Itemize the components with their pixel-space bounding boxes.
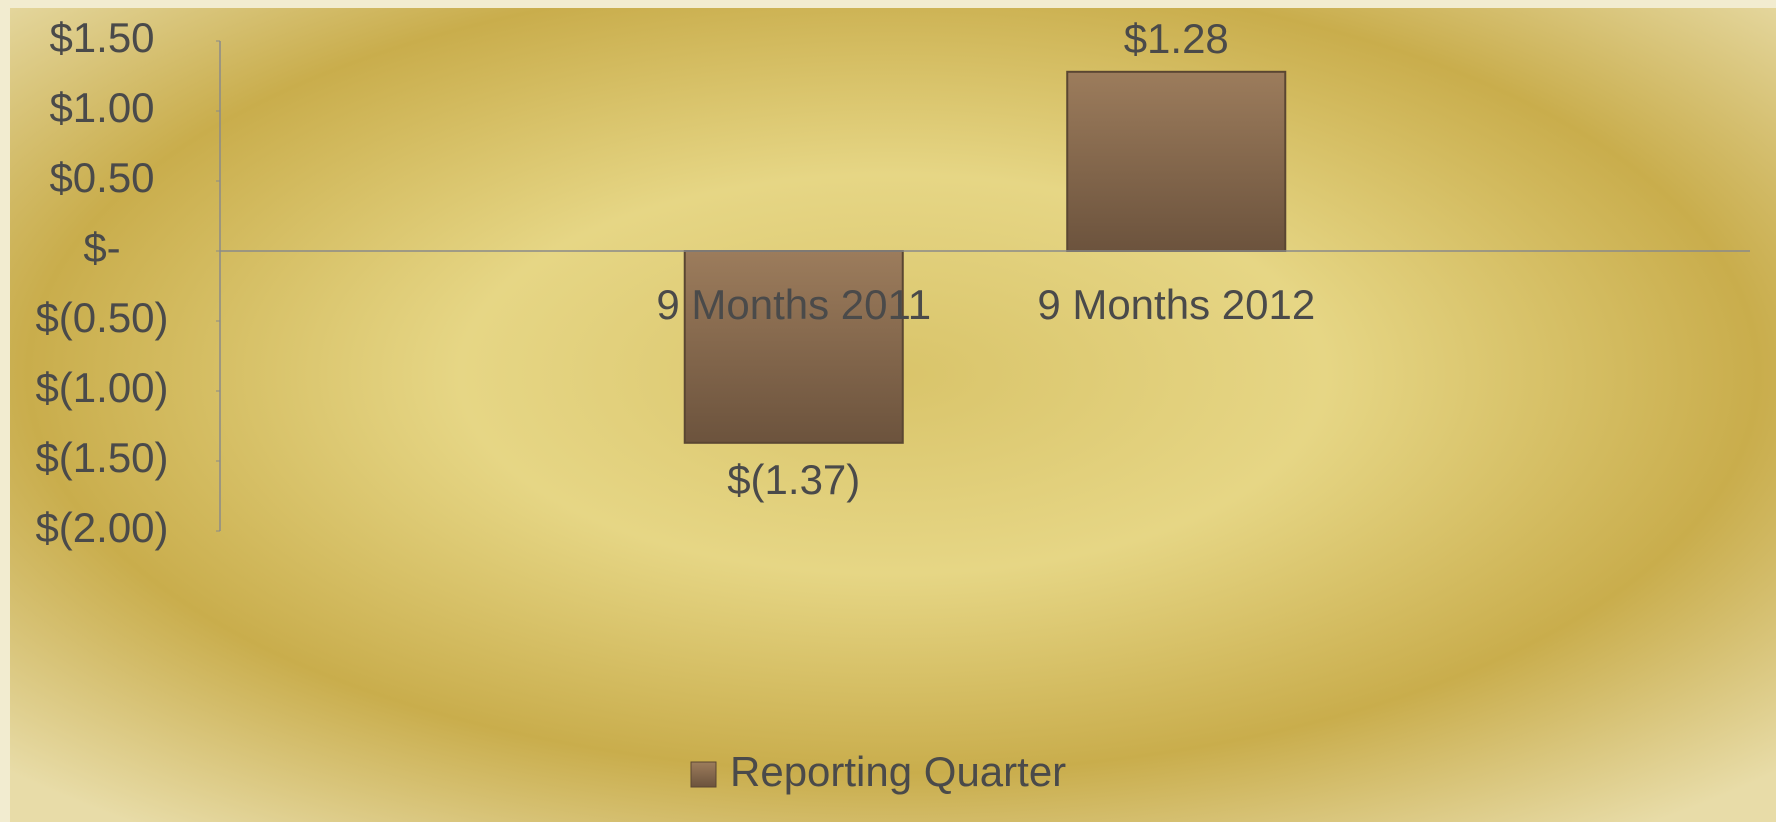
data-label: $1.28 <box>1124 15 1229 62</box>
y-tick-label: $(1.00) <box>35 364 168 411</box>
data-label: $(1.37) <box>727 456 860 503</box>
y-tick-label: $- <box>83 224 120 271</box>
y-tick-label: $(2.00) <box>35 504 168 551</box>
y-tick-label: $1.50 <box>49 14 154 61</box>
legend-label: Reporting Quarter <box>730 748 1066 795</box>
y-tick-label: $0.50 <box>49 154 154 201</box>
y-tick-label: $(1.50) <box>35 434 168 481</box>
bar <box>1066 70 1287 252</box>
x-tick-label: 9 Months 2011 <box>656 281 931 328</box>
legend-swatch <box>690 761 717 788</box>
y-tick-label: $1.00 <box>49 84 154 131</box>
x-tick-label: 9 Months 2012 <box>1037 281 1315 328</box>
y-tick-label: $(0.50) <box>35 294 168 341</box>
bar <box>683 250 904 444</box>
